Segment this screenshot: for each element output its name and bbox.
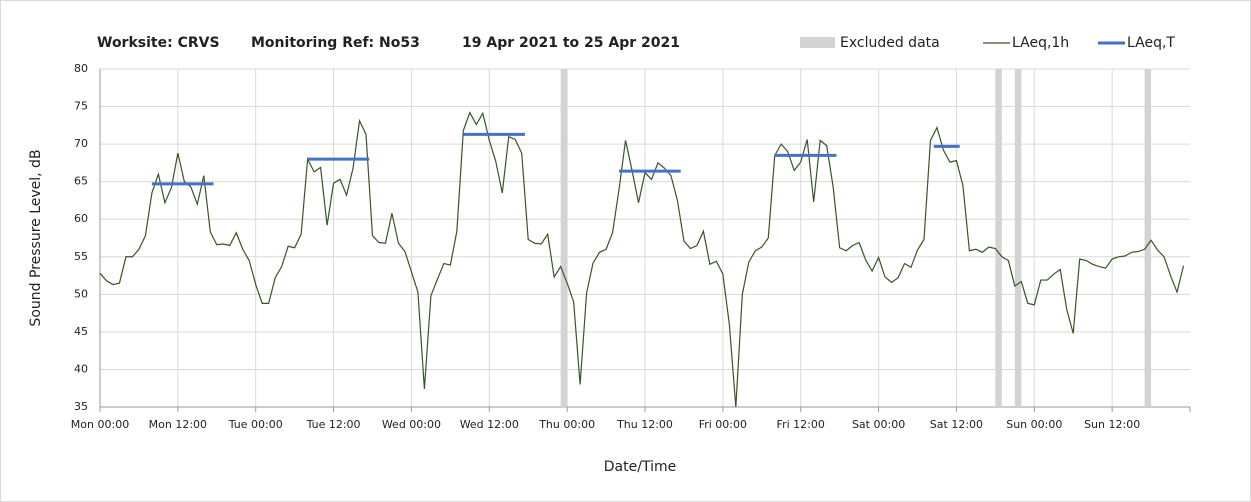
legend-swatch-excluded	[800, 37, 835, 48]
title-ref: Monitoring Ref: No53	[251, 35, 420, 51]
y-tick-label: 75	[74, 100, 88, 113]
y-tick-label: 45	[74, 325, 88, 338]
title-dates: 19 Apr 2021 to 25 Apr 2021	[462, 35, 680, 51]
y-tick-label: 50	[74, 287, 88, 300]
x-tick-label: Sat 12:00	[930, 418, 983, 431]
x-tick-label: Sat 00:00	[852, 418, 905, 431]
x-tick-label: Sun 12:00	[1084, 418, 1140, 431]
y-tick-label: 65	[74, 175, 88, 188]
x-tick-label: Fri 00:00	[699, 418, 747, 431]
y-tick-label: 60	[74, 212, 88, 225]
excluded-band	[995, 69, 1002, 407]
legend-label: LAeq,1h	[1012, 35, 1069, 51]
excluded-band	[1014, 69, 1022, 407]
x-tick-label: Thu 00:00	[538, 418, 595, 431]
y-tick-label: 55	[74, 250, 88, 263]
x-tick-label: Tue 12:00	[306, 418, 361, 431]
x-tick-label: Mon 00:00	[71, 418, 129, 431]
legend-label: LAeq,T	[1127, 35, 1175, 51]
y-tick-label: 40	[74, 362, 88, 375]
title-worksite: Worksite: CRVS	[97, 35, 220, 51]
x-tick-label: Wed 00:00	[382, 418, 441, 431]
excluded-band	[560, 69, 568, 407]
y-axis-label: Sound Pressure Level, dB	[28, 149, 44, 326]
x-axis-label: Date/Time	[604, 459, 676, 475]
legend-label: Excluded data	[840, 35, 940, 51]
x-tick-label: Mon 12:00	[149, 418, 207, 431]
x-tick-label: Thu 12:00	[616, 418, 673, 431]
x-tick-label: Wed 12:00	[460, 418, 519, 431]
y-tick-label: 35	[74, 400, 88, 413]
y-tick-label: 80	[74, 62, 88, 75]
x-tick-label: Tue 00:00	[228, 418, 283, 431]
x-tick-label: Fri 12:00	[777, 418, 825, 431]
x-tick-label: Sun 00:00	[1006, 418, 1062, 431]
line-laeq-1h	[99, 111, 1185, 408]
y-tick-label: 70	[74, 137, 88, 150]
excluded-band	[1144, 69, 1152, 407]
